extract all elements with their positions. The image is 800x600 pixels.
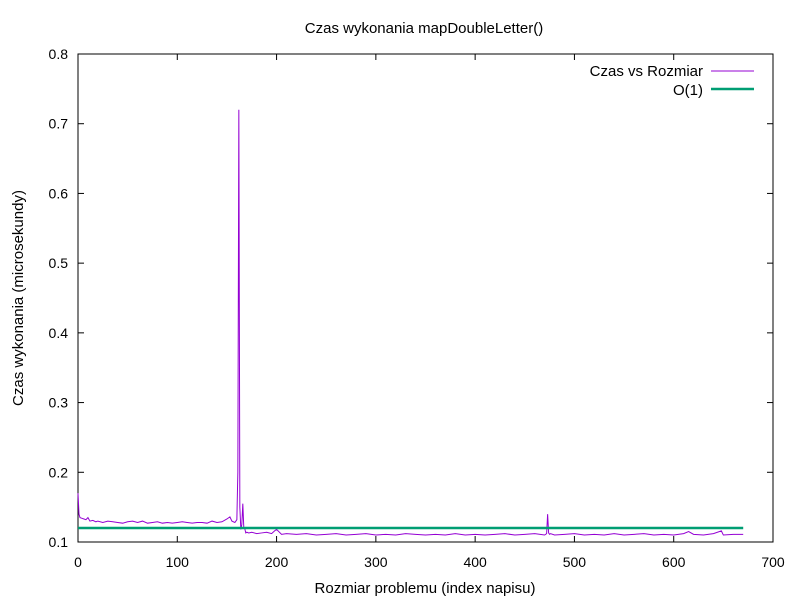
plot-frame [77,53,774,543]
y-tick-label: 0.5 [49,255,69,271]
legend-label-czas-vs-rozmiar: Czas vs Rozmiar [590,63,703,80]
x-axis: 0 100 200 300 400 500 600 700 [74,54,785,570]
x-tick-label: 700 [761,554,785,570]
y-tick-label: 0.2 [49,464,69,480]
legend: Czas vs Rozmiar O(1) [590,63,754,99]
y-tick-label: 0.8 [49,46,69,62]
x-tick-label: 200 [265,554,289,570]
y-tick-label: 0.7 [49,116,69,132]
x-tick-label: 400 [463,554,487,570]
plot-border [77,53,774,543]
x-tick-label: 300 [364,554,388,570]
legend-label-o1: O(1) [673,82,703,99]
y-tick-label: 0.6 [49,185,69,201]
y-tick-label: 0.3 [49,395,69,411]
y-axis: 0.1 0.2 0.3 0.4 0.5 0.6 0.7 0.8 [49,46,773,550]
series-line-czas-vs-rozmiar [77,109,744,536]
y-tick-label: 0.4 [49,325,69,341]
y-tick-label: 0.1 [49,534,69,550]
x-tick-label: 0 [74,554,82,570]
chart-title: Czas wykonania mapDoubleLetter() [305,20,543,37]
x-tick-label: 500 [563,554,587,570]
x-tick-label: 100 [166,554,190,570]
x-axis-label: Rozmiar problemu (index napisu) [315,580,536,597]
x-tick-label: 600 [662,554,686,570]
y-axis-label: Czas wykonania (microsekundy) [10,190,27,406]
plot-area [77,109,744,536]
